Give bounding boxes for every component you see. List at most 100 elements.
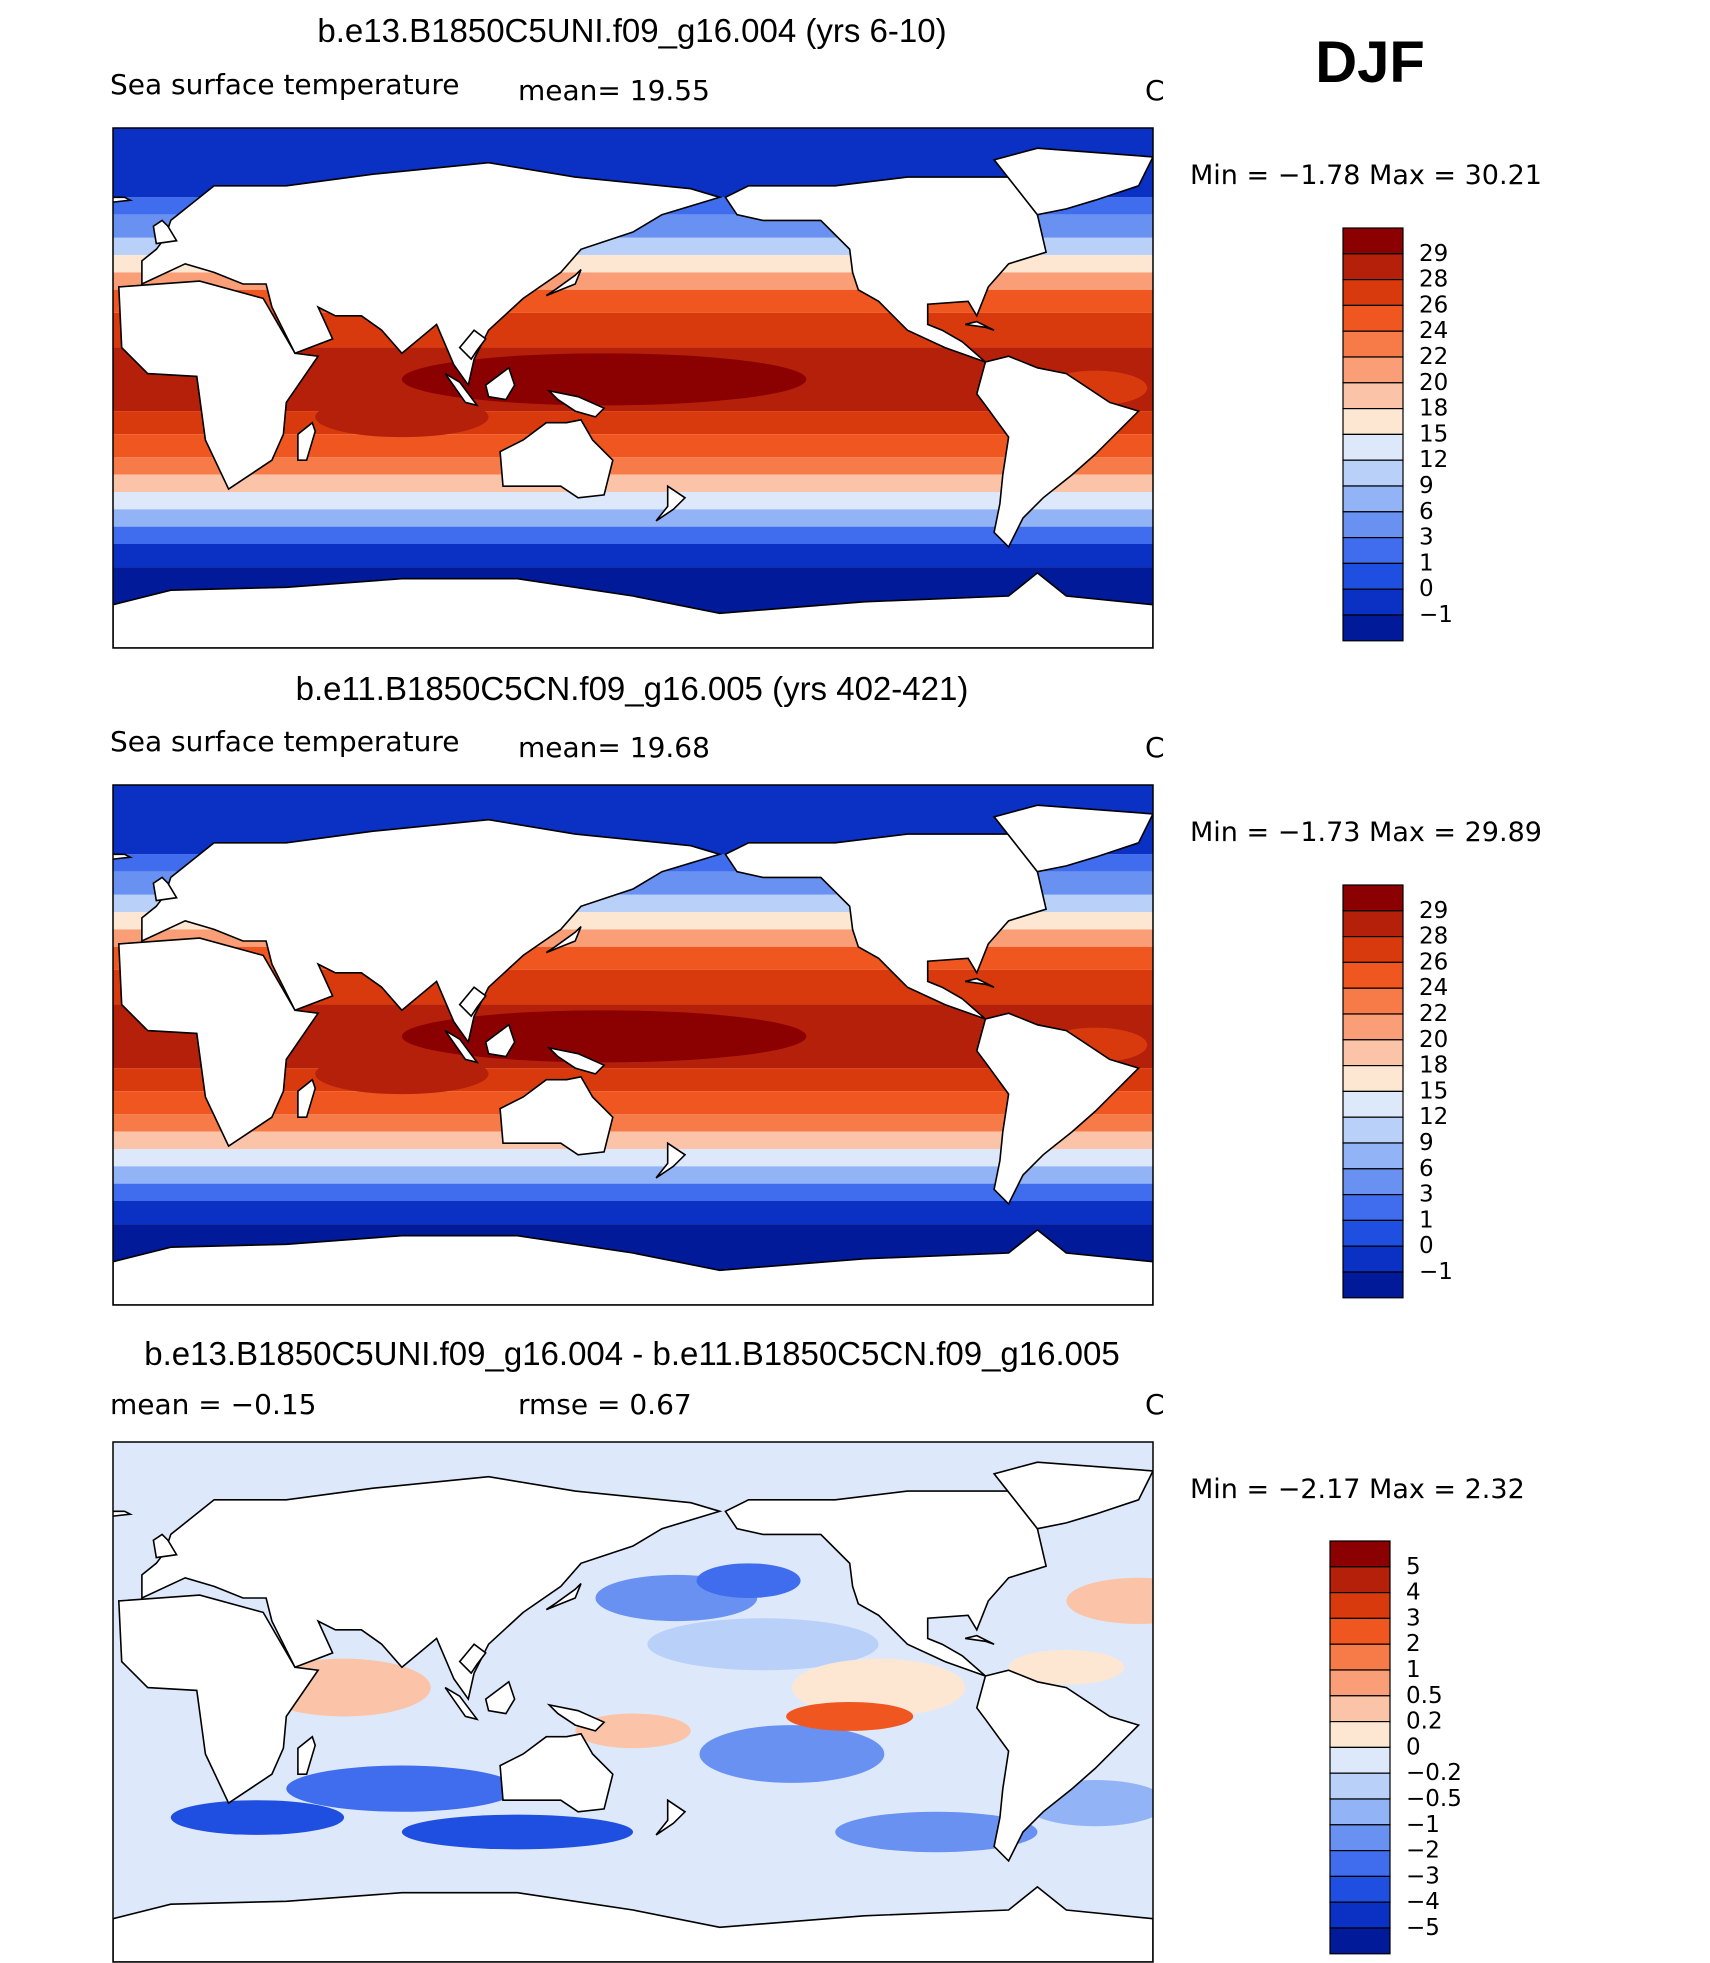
land-australia (499, 1075, 614, 1156)
variable-label: Sea surface temperature (110, 725, 459, 758)
colorbar-tick-label: 20 (1419, 1027, 1448, 1053)
sst-band (113, 1149, 1153, 1167)
colorbar-tick-label: 12 (1419, 447, 1448, 473)
land-madagascar (297, 1078, 317, 1118)
sst-band (113, 492, 1153, 510)
colorbar-swatch (1342, 987, 1404, 1015)
colorbar-tick-label: 18 (1419, 396, 1448, 422)
colorbar-tick-label: 22 (1419, 1001, 1448, 1027)
colorbar-tick-label: 4 (1406, 1580, 1421, 1606)
min-max-label: Min = −1.78 Max = 30.21 (1190, 160, 1542, 191)
colorbar-swatch (1342, 1013, 1404, 1041)
land-japan (545, 1583, 582, 1611)
land-borneo (484, 366, 516, 401)
map-bottom (113, 1442, 1153, 1962)
colorbar-swatch (1342, 408, 1404, 436)
land-antarctica (113, 1885, 1153, 1962)
sst-band (113, 1183, 1153, 1201)
panel-middle: b.e11.B1850C5CN.f09_g16.005 (yrs 402-421… (110, 670, 1542, 1306)
colorbar-swatch (1342, 227, 1404, 255)
colorbar-swatch (1342, 1039, 1404, 1067)
colorbar-swatch (1342, 433, 1404, 461)
diff-anomaly (647, 1618, 879, 1671)
land-greenland (992, 147, 1153, 216)
warm-pool (315, 1053, 489, 1095)
season-label: DJF (1315, 30, 1425, 95)
land-iceland (113, 1510, 134, 1517)
colorbar-tick-label: 6 (1419, 1156, 1434, 1182)
map-frame (112, 784, 1154, 1306)
colorbar-tick-label: 29 (1419, 241, 1448, 267)
land-south-america (975, 1012, 1141, 1206)
colorbar-tick-label: −3 (1406, 1863, 1440, 1889)
land-australia (499, 1732, 614, 1813)
colorbar-swatch (1342, 330, 1404, 358)
warm-pool (315, 396, 489, 438)
land-new-guinea (546, 1703, 606, 1732)
colorbar-tick-label: 28 (1419, 267, 1448, 293)
colorbar-swatch (1329, 1901, 1391, 1929)
colorbar-swatch (1342, 279, 1404, 307)
sst-band (113, 1166, 1153, 1184)
colorbar-tick-label: 0 (1406, 1734, 1421, 1760)
diff-anomaly (835, 1811, 1038, 1853)
land-cuba (965, 320, 995, 331)
colorbar-tick-label: 3 (1419, 1182, 1434, 1208)
land-madagascar (297, 1735, 317, 1775)
diff-anomaly (791, 1658, 966, 1717)
land-australia (499, 418, 614, 499)
colorbar-tick-label: 0.2 (1406, 1709, 1443, 1735)
colorbar-tick-label: 9 (1419, 473, 1434, 499)
diff-anomaly (786, 1702, 914, 1731)
colorbar-swatch (1342, 536, 1404, 564)
colorbar-swatch (1329, 1617, 1391, 1645)
colorbar-swatch (1329, 1772, 1391, 1800)
variable-label: Sea surface temperature (110, 68, 459, 101)
colorbar-swatch (1329, 1875, 1391, 1903)
units-label: C (1145, 1388, 1165, 1421)
colorbar-tick-label: 9 (1419, 1130, 1434, 1156)
colorbar-swatch (1342, 588, 1404, 616)
colorbar-swatch (1342, 1271, 1404, 1299)
sst-band (113, 509, 1153, 527)
colorbar-tick-label: 3 (1419, 525, 1434, 551)
diff-anomaly (1008, 1650, 1125, 1685)
sst-band (113, 457, 1153, 475)
diff-anomaly (286, 1765, 518, 1812)
land-eurasia (141, 161, 723, 388)
diff-anomaly (401, 1814, 633, 1850)
colorbar-swatch (1342, 1168, 1404, 1196)
land-sumatra (444, 372, 479, 407)
colorbar-swatch (1342, 1193, 1404, 1221)
colorbar-tick-label: 1 (1406, 1657, 1421, 1683)
colorbar-swatch (1342, 884, 1404, 912)
land-japan (545, 926, 582, 954)
land-new-zealand (655, 1798, 687, 1836)
colorbar-swatch (1329, 1540, 1391, 1568)
land-iceland (113, 853, 134, 860)
colorbar-swatch (1342, 935, 1404, 963)
colorbar-tick-label: −0.2 (1406, 1760, 1462, 1786)
land-uk (152, 1533, 178, 1559)
land-sumatra (444, 1686, 479, 1721)
colorbar-swatch (1329, 1669, 1391, 1697)
colorbar-tick-label: 0 (1419, 1233, 1434, 1259)
mean-label: rmse = 0.67 (518, 1388, 692, 1421)
panel-title: b.e11.B1850C5CN.f09_g16.005 (yrs 402-421… (296, 670, 969, 707)
colorbar-tick-label: 18 (1419, 1053, 1448, 1079)
units-label: C (1145, 74, 1165, 107)
land-south-america (975, 355, 1141, 549)
diff-anomaly (1066, 1577, 1153, 1624)
land-uk (152, 876, 178, 902)
colorbar-tick-label: 26 (1419, 949, 1448, 975)
land-sumatra (444, 1029, 479, 1064)
land-madagascar (297, 421, 317, 461)
colorbar-swatch (1342, 1090, 1404, 1118)
colorbar-tick-label: 6 (1419, 499, 1434, 525)
colorbar-tick-label: 20 (1419, 370, 1448, 396)
land-new-zealand (655, 484, 687, 522)
map-top (113, 128, 1153, 648)
land-cuba (965, 977, 995, 988)
